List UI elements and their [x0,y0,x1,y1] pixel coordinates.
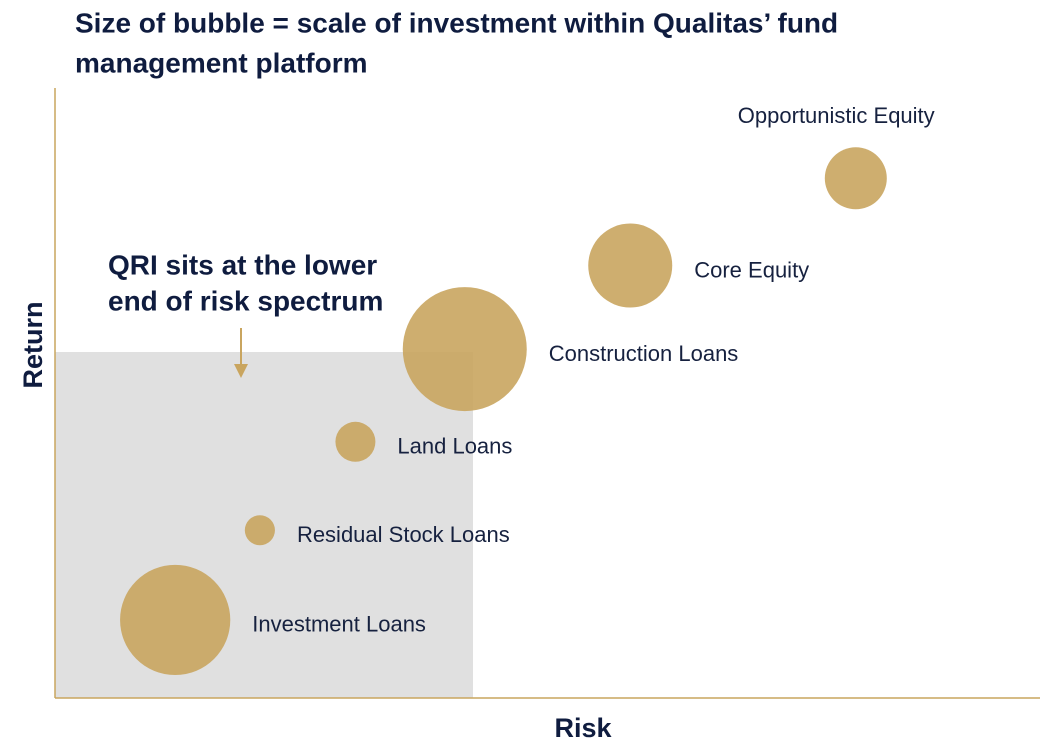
chart-title: Size of bubble = scale of investment wit… [75,7,838,38]
bubble-label: Core Equity [694,257,809,282]
bubble [588,223,673,308]
y-axis-label: Return [18,302,48,389]
bubble-label: Opportunistic Equity [738,103,935,128]
annotation: end of risk spectrum [108,285,383,316]
chart-title: management platform [75,47,368,78]
bubble [824,147,887,210]
bubble [120,564,231,676]
bubble-label: Construction Loans [549,341,739,366]
bubble [244,515,275,546]
bubble [335,421,376,462]
bubble-label: Residual Stock Loans [297,522,510,547]
annotation: QRI sits at the lower [108,249,377,280]
bubble-label: Land Loans [397,434,512,459]
x-axis-label: Risk [554,713,612,743]
bubble [402,287,527,412]
arrow-head [234,364,248,378]
bubble-label: Investment Loans [252,612,426,637]
